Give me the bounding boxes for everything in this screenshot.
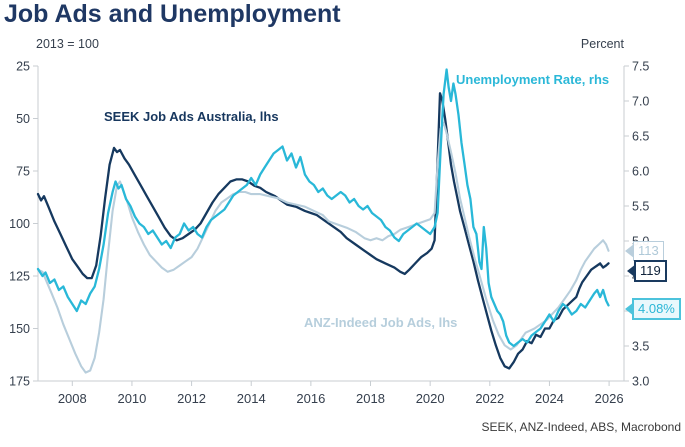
- page-title: Job Ads and Unemployment: [4, 0, 341, 28]
- svg-text:100: 100: [9, 217, 30, 231]
- svg-text:2008: 2008: [58, 391, 87, 406]
- svg-text:7.5: 7.5: [632, 60, 649, 74]
- svg-text:2014: 2014: [237, 391, 266, 406]
- left-axis-title: 2013 = 100: [36, 37, 99, 51]
- end-value-callout-unemployment: 4.08%: [632, 298, 681, 320]
- series-label-unemployment: Unemployment Rate, rhs: [456, 72, 610, 87]
- svg-text:6.0: 6.0: [632, 165, 649, 179]
- end-value-callout-seek: 119: [634, 260, 667, 282]
- svg-text:2020: 2020: [416, 391, 445, 406]
- svg-text:3.0: 3.0: [632, 375, 649, 389]
- svg-text:2022: 2022: [475, 391, 504, 406]
- svg-text:2018: 2018: [356, 391, 385, 406]
- svg-text:125: 125: [9, 270, 30, 284]
- svg-text:2016: 2016: [296, 391, 325, 406]
- series-label-anz: ANZ-Indeed Job Ads, lhs: [304, 315, 458, 330]
- svg-text:5.5: 5.5: [632, 200, 649, 214]
- series-label-seek: SEEK Job Ads Australia, lhs: [104, 109, 279, 124]
- svg-text:2024: 2024: [535, 391, 564, 406]
- svg-text:25: 25: [16, 60, 30, 74]
- svg-text:2012: 2012: [177, 391, 206, 406]
- source-note: SEEK, ANZ-Indeed, ABS, Macrobond: [481, 420, 681, 434]
- svg-text:3.5: 3.5: [632, 340, 649, 354]
- right-axis-title: Percent: [580, 37, 624, 51]
- svg-text:6.5: 6.5: [632, 130, 649, 144]
- svg-text:50: 50: [16, 112, 30, 126]
- svg-text:2026: 2026: [595, 391, 624, 406]
- svg-text:2010: 2010: [117, 391, 146, 406]
- end-value-callout-anz: 113: [633, 241, 664, 261]
- svg-text:150: 150: [9, 322, 30, 336]
- svg-text:75: 75: [16, 165, 30, 179]
- svg-text:175: 175: [9, 375, 30, 389]
- svg-text:7.0: 7.0: [632, 95, 649, 109]
